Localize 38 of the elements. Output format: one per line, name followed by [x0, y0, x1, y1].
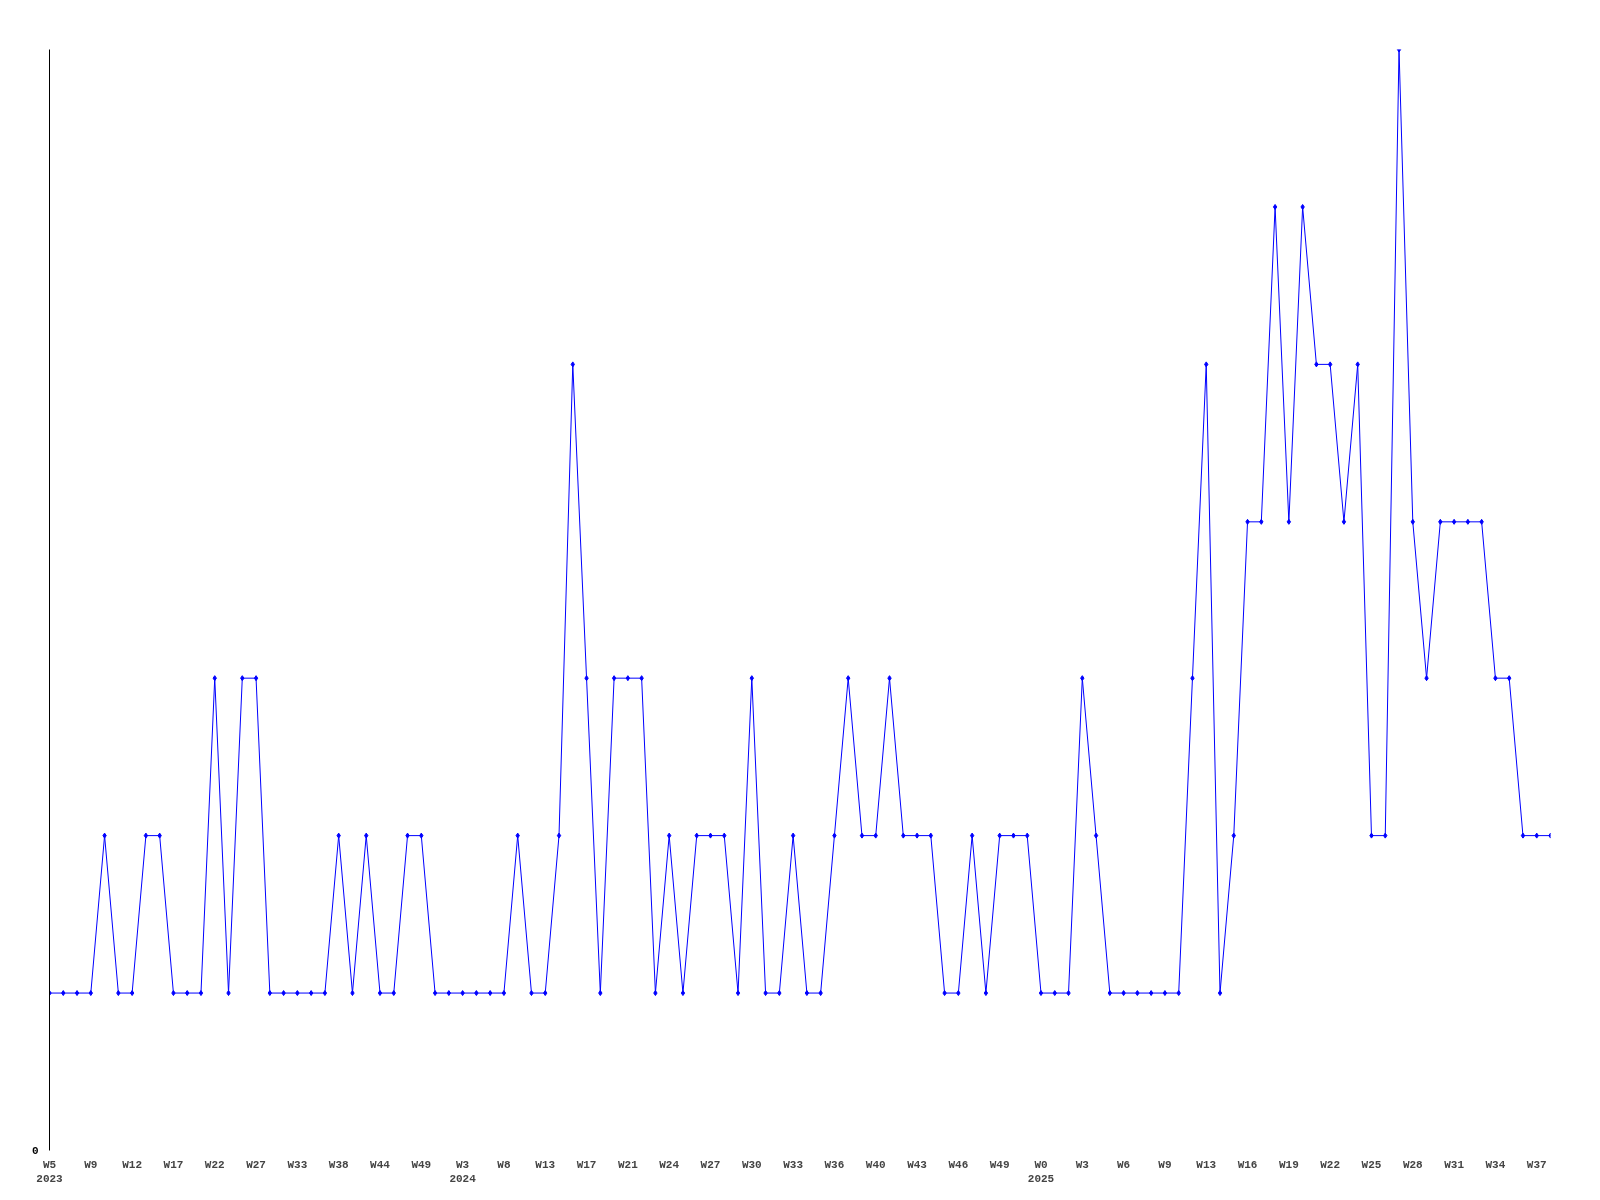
x-tick-label: W3 2024 — [449, 1158, 477, 1185]
x-tick-label: W44 — [370, 1158, 391, 1171]
x-tick-label: W13 — [535, 1158, 556, 1171]
x-tick-label: W46 — [948, 1158, 969, 1171]
x-tick-label: W34 — [1485, 1158, 1506, 1171]
x-tick-label: W40 — [865, 1158, 886, 1171]
x-tick-label: W28 — [1402, 1158, 1424, 1171]
text: 0 — [31, 1145, 39, 1157]
x-tick-label: W9 — [84, 1158, 98, 1171]
x-tick-label: W6 — [1117, 1158, 1131, 1171]
x-tick-label: W5 2023 — [36, 1158, 64, 1185]
x-tick-label: W36 — [824, 1158, 845, 1171]
x-tick-label: W38 — [328, 1158, 349, 1171]
x-tick-label: W9 — [1158, 1158, 1172, 1171]
x-tick-label: W17 — [163, 1158, 184, 1171]
x-tick-label: W21 — [617, 1158, 639, 1171]
x-tick-label: W3 — [1075, 1158, 1090, 1171]
x-tick-label: W0 2025 — [1027, 1158, 1055, 1185]
x-tick-label: W31 — [1444, 1158, 1465, 1171]
x-tick-label: W30 — [741, 1158, 762, 1171]
x-tick-label: W43 — [907, 1158, 928, 1171]
x-tick-label: W49 — [411, 1158, 432, 1171]
x-tick-label: W19 — [1278, 1158, 1299, 1171]
x-tick-label: W25 — [1361, 1158, 1382, 1171]
x-tick-label: W24 — [659, 1158, 680, 1171]
x-tick-label: W8 — [497, 1158, 511, 1171]
x-tick-label: W22 — [204, 1158, 225, 1171]
x-tick-label: W27 — [700, 1158, 721, 1171]
x-tick-label: W12 — [122, 1158, 143, 1171]
x-tick-label: W27 — [246, 1158, 266, 1171]
x-tick-label: W33 — [783, 1158, 804, 1171]
x-tick-label: W22 — [1320, 1158, 1341, 1171]
x-tick-label: W13 — [1196, 1158, 1217, 1171]
x-tick-label: W49 — [989, 1158, 1010, 1171]
x-tick-label: W37 — [1526, 1158, 1547, 1171]
x-tick-label: W33 — [287, 1158, 308, 1171]
x-tick-label: W17 — [576, 1158, 597, 1171]
x-tick-label: W16 — [1237, 1158, 1258, 1171]
